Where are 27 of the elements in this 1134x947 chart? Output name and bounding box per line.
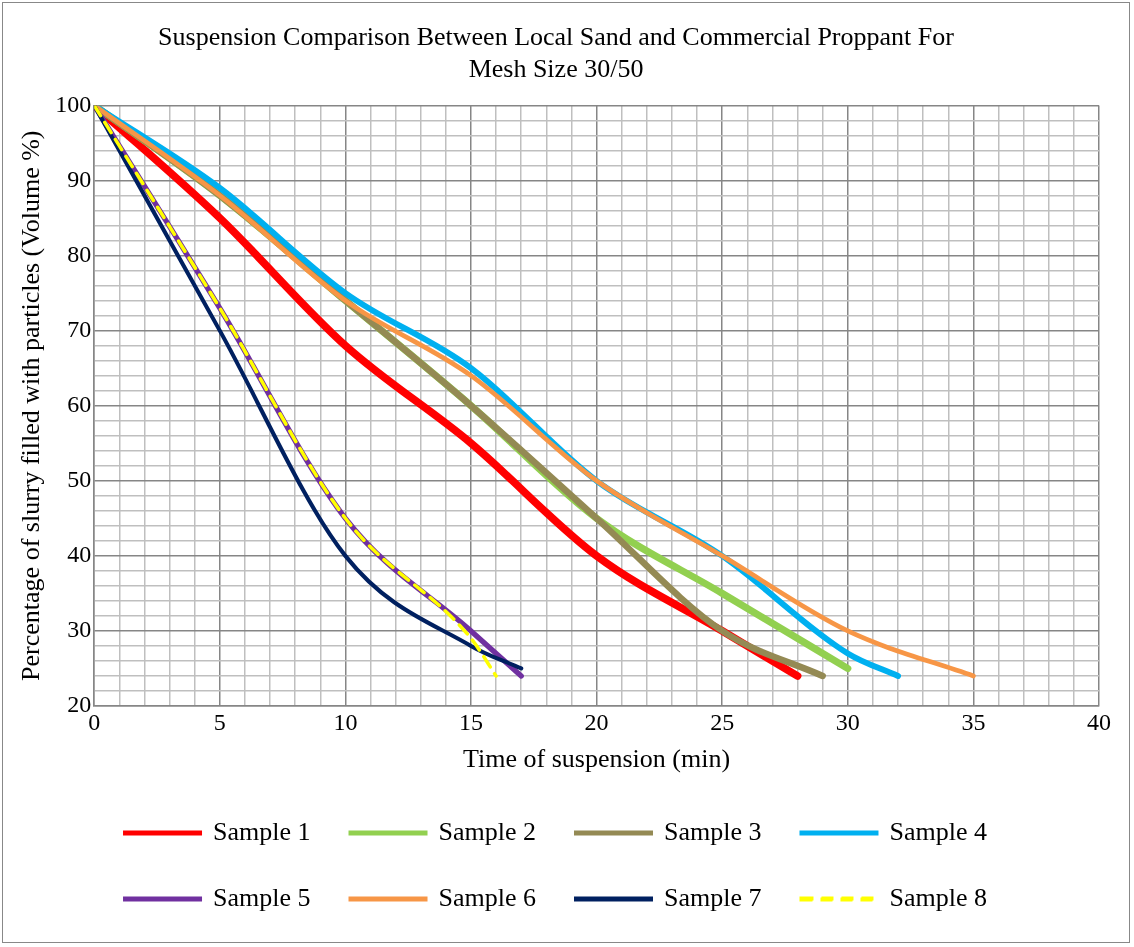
x-tick-label: 25	[710, 708, 735, 735]
y-tick-label: 100	[55, 90, 92, 117]
y-tick-label: 40	[67, 541, 92, 568]
chart-title: Suspension Comparison Between Local Sand and Commercial Proppant For Mesh Size 30/50	[158, 22, 955, 83]
x-tick-label: 10	[333, 708, 358, 735]
legend-label: Sample 8	[889, 882, 987, 912]
x-tick-label: 30	[835, 708, 860, 735]
x-tick-label: 40	[1087, 708, 1111, 735]
legend-label: Sample 2	[438, 816, 537, 846]
legend-label: Sample 3	[664, 816, 762, 846]
x-tick-label: 5	[213, 708, 226, 735]
x-tick-label: 20	[584, 708, 609, 735]
y-tick-label: 30	[67, 616, 92, 643]
y-tick-label: 80	[67, 240, 92, 267]
y-axis-title: Percentage of slurry filled with particles (Volume %)	[16, 130, 46, 681]
y-tick-label: 60	[67, 391, 92, 417]
x-tick-label: 35	[961, 708, 986, 735]
y-tick-label: 90	[67, 165, 92, 192]
legend-label: Sample 7	[664, 882, 762, 912]
x-tick-label: 15	[459, 708, 483, 735]
legend-label: Sample 5	[213, 882, 311, 912]
x-axis-title: Time of suspension (min)	[463, 744, 731, 774]
legend-label: Sample 6	[438, 882, 537, 912]
legend-label: Sample 1	[213, 816, 311, 846]
legend-label: Sample 4	[889, 816, 987, 846]
y-tick-label: 70	[67, 315, 92, 342]
y-tick-label: 50	[67, 466, 92, 493]
